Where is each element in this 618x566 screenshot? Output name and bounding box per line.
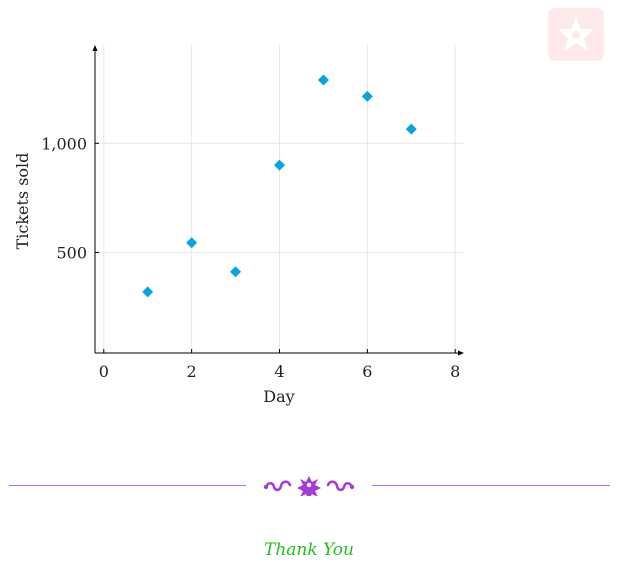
data-point xyxy=(186,237,198,249)
x-tick-label: 4 xyxy=(274,362,284,381)
axes xyxy=(92,45,464,356)
data-point xyxy=(230,266,242,278)
y-axis-arrow xyxy=(92,45,98,51)
data-point xyxy=(142,286,154,298)
ticks: 0 2 4 6 8 500 1,000 xyxy=(41,134,460,381)
x-tick-label: 0 xyxy=(99,362,109,381)
divider-right xyxy=(372,485,610,486)
flourish-ornament-icon xyxy=(263,476,355,496)
scatter-chart: 0 2 4 6 8 500 1,000 Day Tickets sold xyxy=(13,45,464,406)
y-tick-label: 500 xyxy=(56,244,87,263)
y-axis-label: Tickets sold xyxy=(13,153,32,250)
data-point xyxy=(405,123,417,135)
x-tick-label: 8 xyxy=(450,362,460,381)
data-point xyxy=(274,159,285,171)
divider-left xyxy=(9,485,246,486)
data-point xyxy=(361,90,373,102)
x-tick-label: 6 xyxy=(362,362,372,381)
data-points xyxy=(142,74,417,298)
grid-lines xyxy=(95,45,464,353)
data-point xyxy=(317,74,329,86)
x-axis-arrow xyxy=(458,350,464,356)
thank-you-text: Thank You xyxy=(263,540,354,560)
x-axis-label: Day xyxy=(263,387,294,406)
y-tick-label: 1,000 xyxy=(41,134,87,153)
star-badge-icon xyxy=(548,8,604,61)
x-tick-label: 2 xyxy=(187,362,197,381)
